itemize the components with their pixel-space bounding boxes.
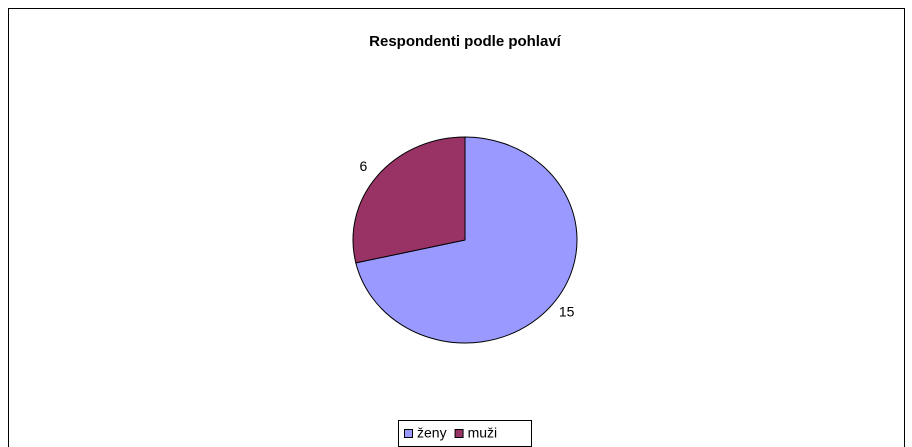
legend-label: muži [468, 425, 498, 441]
legend-box [398, 420, 532, 447]
pie-slice [355, 136, 578, 344]
chart-title: Respondenti podle pohlaví [369, 33, 562, 50]
pie-slice [352, 136, 466, 264]
legend-swatch [404, 429, 413, 438]
legend-label: ženy [417, 425, 447, 441]
data-label: 6 [359, 158, 367, 174]
data-label: 15 [559, 304, 575, 320]
legend-swatch [454, 429, 464, 438]
